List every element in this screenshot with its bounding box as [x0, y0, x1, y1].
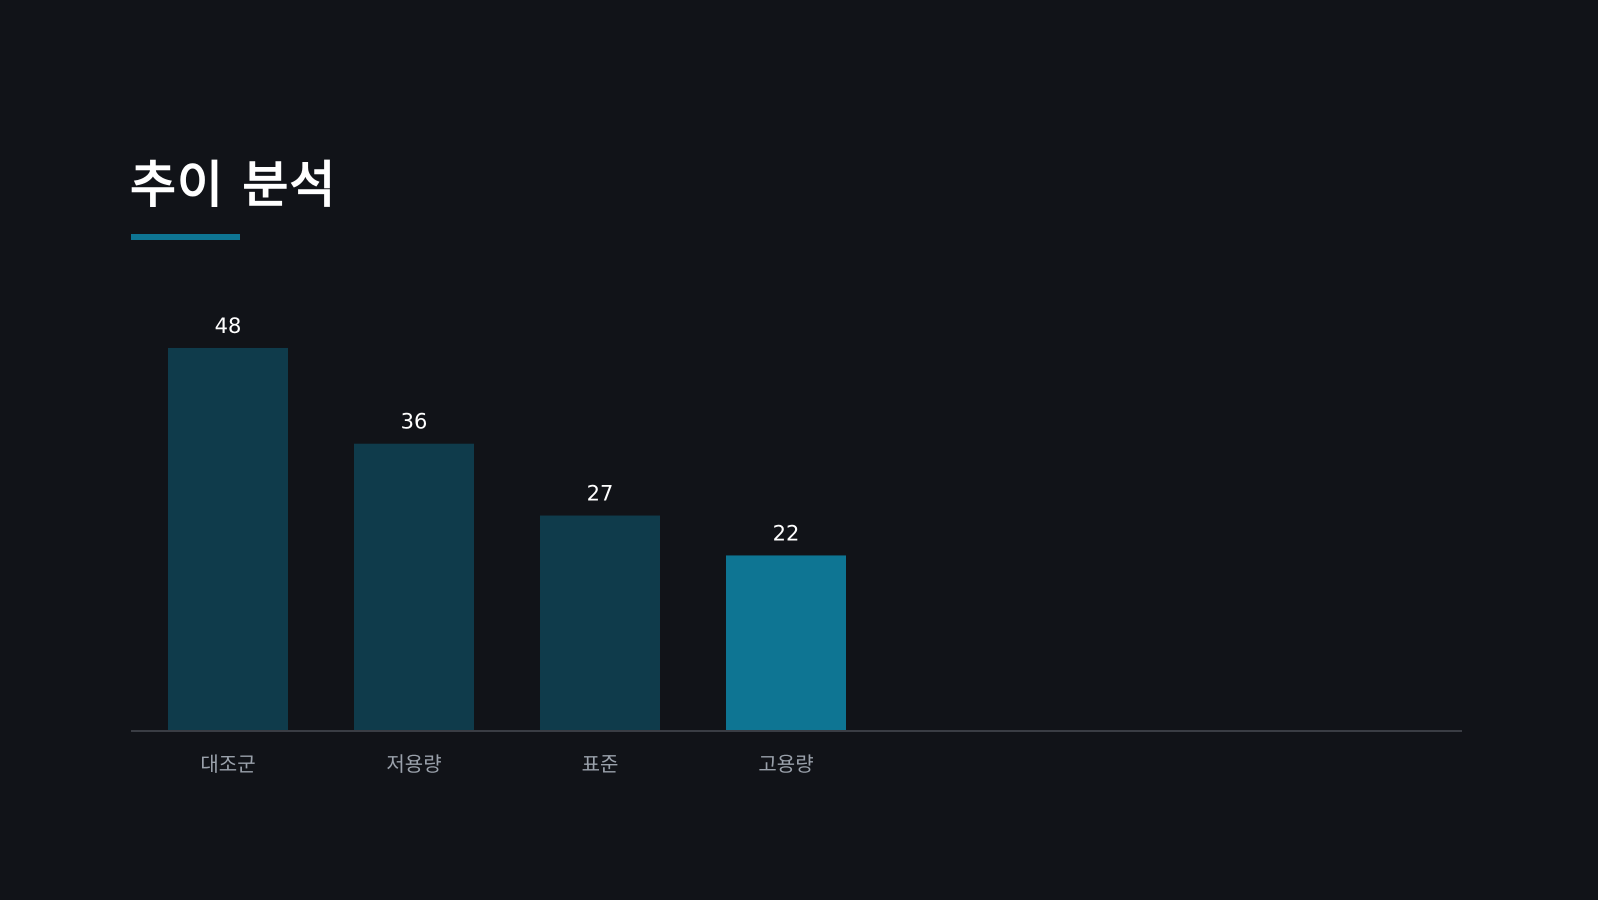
bar-3 — [540, 515, 660, 731]
labels-group: 48 대조군 36 저용량 27 표준 22 고용량 — [200, 314, 813, 776]
category-label-3: 표준 — [582, 752, 619, 776]
data-label-2: 36 — [401, 410, 428, 434]
bar-4 — [726, 555, 846, 731]
bar-2 — [354, 443, 474, 731]
data-label-1: 48 — [215, 314, 242, 338]
category-label-2: 저용량 — [386, 752, 441, 776]
bars-group — [168, 347, 846, 731]
title-underline — [131, 234, 240, 240]
bar-1 — [168, 347, 288, 731]
data-label-3: 27 — [587, 482, 614, 506]
category-label-1: 대조군 — [200, 752, 255, 776]
category-label-4: 고용량 — [758, 752, 813, 776]
data-label-4: 22 — [773, 521, 800, 545]
page-title: 추이 분석 — [130, 156, 337, 214]
